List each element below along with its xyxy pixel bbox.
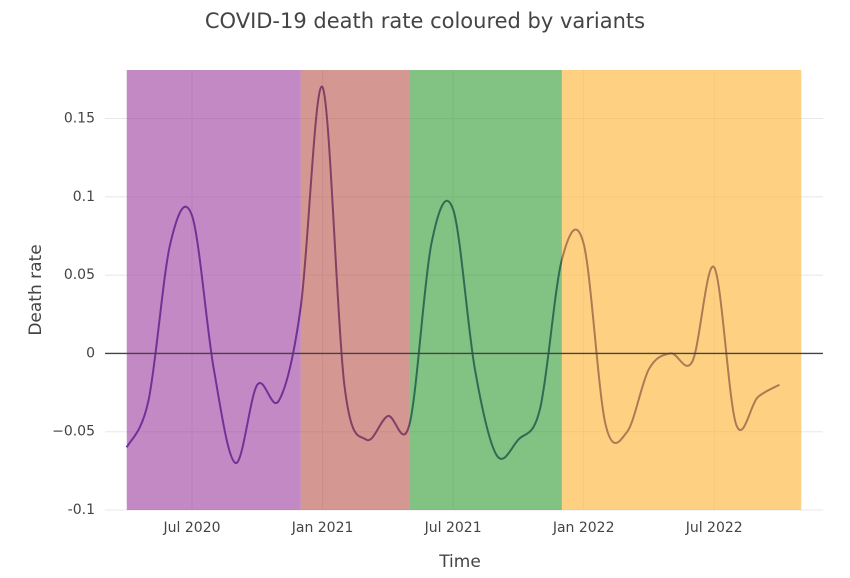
y-tick-label: −0.05	[52, 424, 95, 440]
x-tick-label: Jan 2021	[291, 520, 354, 536]
x-tick-label: Jul 2022	[685, 520, 743, 536]
y-tick-label: 0	[86, 345, 95, 361]
x-tick-label: Jan 2022	[552, 520, 615, 536]
y-tick-label: 0.15	[64, 111, 95, 127]
variant-band	[126, 70, 301, 510]
x-tick-label: Jul 2021	[424, 520, 482, 536]
y-tick-label: -0.1	[68, 502, 95, 518]
y-axis-title: Death rate	[26, 244, 46, 335]
x-tick-label: Jul 2020	[163, 520, 221, 536]
y-tick-label: 0.1	[73, 189, 95, 205]
variant-band	[409, 70, 562, 510]
y-tick-label: 0.05	[64, 267, 95, 283]
variant-band	[561, 70, 802, 510]
chart-title: COVID-19 death rate coloured by variants	[205, 9, 645, 33]
x-axis-title: Time	[438, 552, 481, 572]
variant-band	[300, 70, 410, 510]
